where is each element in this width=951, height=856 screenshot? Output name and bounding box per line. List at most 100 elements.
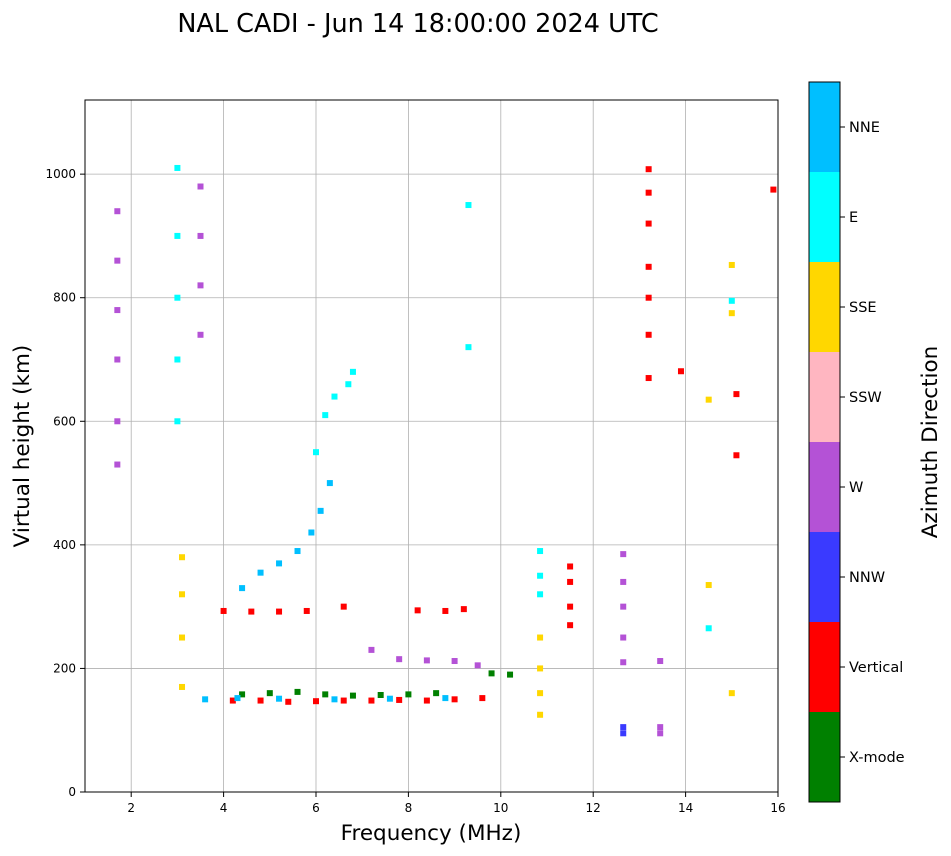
data-point xyxy=(705,625,712,632)
y-tick-label: 800 xyxy=(53,291,76,305)
data-point xyxy=(728,297,735,304)
colorbar-label: Azimuth Direction xyxy=(918,346,943,539)
data-point xyxy=(197,282,204,289)
data-point xyxy=(285,698,292,705)
data-point xyxy=(414,607,421,614)
y-tick-label: 200 xyxy=(53,661,76,675)
data-point xyxy=(460,606,467,613)
x-tick-label: 14 xyxy=(678,801,693,815)
colorbar-frame xyxy=(808,81,841,803)
data-point xyxy=(303,607,310,614)
data-point xyxy=(294,548,301,555)
grid-lines xyxy=(85,100,779,793)
data-point xyxy=(349,368,356,375)
x-axis-label: Frequency (MHz) xyxy=(341,821,522,846)
x-tick-label: 2 xyxy=(127,801,135,815)
data-point xyxy=(657,724,664,731)
data-point xyxy=(179,634,186,641)
data-point xyxy=(257,697,264,704)
colorbar: X-mode Vertical NNW W SSW SSE E NNE xyxy=(809,82,905,802)
data-point xyxy=(620,659,627,666)
data-point xyxy=(239,691,246,698)
data-point xyxy=(620,603,627,610)
data-point xyxy=(266,690,273,697)
data-point xyxy=(567,622,574,629)
series-vertical xyxy=(677,186,777,459)
data-point xyxy=(340,603,347,610)
series-w xyxy=(657,658,664,737)
data-point xyxy=(442,607,449,614)
data-point xyxy=(657,730,664,737)
data-point xyxy=(474,662,481,669)
data-point xyxy=(234,695,241,702)
series-nne xyxy=(202,695,449,703)
series-w xyxy=(114,208,121,468)
series-nnw xyxy=(620,724,627,737)
data-point xyxy=(537,634,544,641)
data-point xyxy=(197,232,204,239)
y-axis-label: Virtual height (km) xyxy=(10,345,35,548)
data-point xyxy=(396,656,403,663)
data-point xyxy=(248,608,255,615)
colorbar-tick-label: X-mode xyxy=(849,750,905,766)
data-point xyxy=(705,396,712,403)
data-point xyxy=(451,658,458,665)
data-point xyxy=(114,208,121,215)
data-point xyxy=(114,461,121,468)
data-point xyxy=(257,569,264,576)
colorbar-tick-label: SSW xyxy=(849,390,882,406)
data-point xyxy=(276,695,283,702)
data-point xyxy=(645,166,652,173)
data-point xyxy=(645,331,652,338)
series-e xyxy=(465,202,735,632)
data-point xyxy=(179,554,186,561)
data-point xyxy=(423,657,430,664)
data-point xyxy=(507,671,514,678)
series-vertical xyxy=(220,603,467,615)
y-tick-label: 600 xyxy=(53,414,76,428)
chart-title: NAL CADI - Jun 14 18:00:00 2024 UTC xyxy=(177,9,658,39)
data-point xyxy=(340,697,347,704)
data-point xyxy=(322,412,329,419)
y-tick-label: 1000 xyxy=(45,167,76,181)
data-point xyxy=(313,449,319,456)
data-point xyxy=(396,696,403,703)
series-e xyxy=(313,368,356,456)
data-point xyxy=(537,548,544,555)
x-tick-label: 4 xyxy=(220,801,228,815)
data-point xyxy=(276,560,283,567)
data-point xyxy=(620,724,627,731)
series-w xyxy=(368,646,481,669)
series-sse xyxy=(705,261,735,697)
data-point xyxy=(220,607,227,614)
plot-area xyxy=(84,99,779,793)
colorbar-tick-label: Vertical xyxy=(849,660,903,676)
data-point xyxy=(537,572,544,579)
x-axis-ticks: 2 4 6 8 10 12 14 16 xyxy=(127,792,786,815)
data-point xyxy=(465,344,472,351)
series-w xyxy=(197,183,204,338)
data-point xyxy=(645,375,652,382)
x-tick-label: 6 xyxy=(312,801,320,815)
colorbar-segment xyxy=(809,712,840,802)
data-point xyxy=(433,690,440,697)
series-e xyxy=(537,548,544,598)
data-point xyxy=(313,698,319,705)
data-point xyxy=(229,697,236,704)
data-point xyxy=(479,695,486,702)
data-point xyxy=(114,257,121,264)
data-point xyxy=(620,634,627,641)
data-point xyxy=(537,711,544,718)
data-point xyxy=(331,696,338,703)
data-point xyxy=(377,691,384,698)
data-point xyxy=(179,683,186,690)
colorbar-tick-label: SSE xyxy=(849,300,877,316)
colorbar-tick-label: W xyxy=(849,480,863,496)
data-point xyxy=(276,608,283,615)
data-point xyxy=(657,658,664,665)
colorbar-tick-label: NNE xyxy=(849,120,880,136)
data-point xyxy=(567,563,574,570)
data-point xyxy=(620,578,627,585)
data-point xyxy=(537,665,544,672)
